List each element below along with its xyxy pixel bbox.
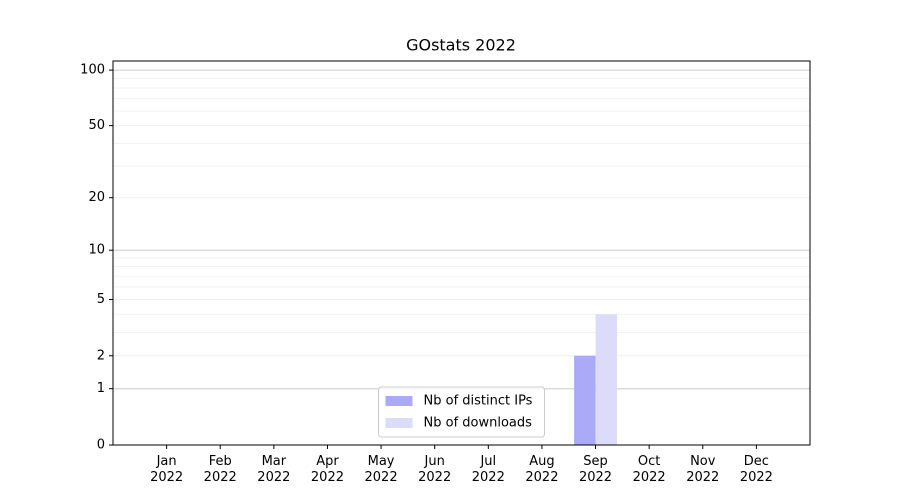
bar bbox=[574, 355, 596, 445]
legend-label: Nb of distinct IPs bbox=[424, 394, 533, 409]
x-tick-label: Feb 2022 bbox=[204, 454, 237, 485]
x-tick-label: Jul 2022 bbox=[472, 454, 505, 485]
plot-frame bbox=[112, 60, 811, 446]
x-tick-label: Sep 2022 bbox=[579, 454, 612, 485]
y-tick-label: 5 bbox=[97, 292, 105, 307]
x-tick-label: Aug 2022 bbox=[525, 454, 558, 485]
x-tick-label: Apr 2022 bbox=[311, 454, 344, 485]
x-tick-label: Dec 2022 bbox=[740, 454, 773, 485]
x-tick-label: Oct 2022 bbox=[633, 454, 666, 485]
y-tick-label: 20 bbox=[88, 190, 105, 205]
x-tick-label: Jun 2022 bbox=[418, 454, 451, 485]
x-tick-label: Jan 2022 bbox=[150, 454, 183, 485]
y-tick-label: 10 bbox=[88, 243, 105, 258]
y-tick-label: 2 bbox=[97, 348, 105, 363]
y-tick-label: 0 bbox=[97, 438, 105, 453]
legend-box bbox=[378, 386, 545, 438]
y-tick-label: 50 bbox=[88, 118, 105, 133]
x-tick-label: Mar 2022 bbox=[257, 454, 290, 485]
legend-label: Nb of downloads bbox=[424, 416, 533, 431]
bar bbox=[595, 314, 617, 445]
y-tick-label: 1 bbox=[97, 381, 105, 396]
legend-swatch bbox=[385, 418, 413, 428]
y-tick-label: 100 bbox=[80, 63, 105, 78]
legend-swatch bbox=[385, 396, 413, 406]
x-tick-label: Nov 2022 bbox=[686, 454, 719, 485]
x-tick-label: May 2022 bbox=[365, 454, 398, 485]
chart-title: GOstats 2022 bbox=[406, 36, 516, 55]
